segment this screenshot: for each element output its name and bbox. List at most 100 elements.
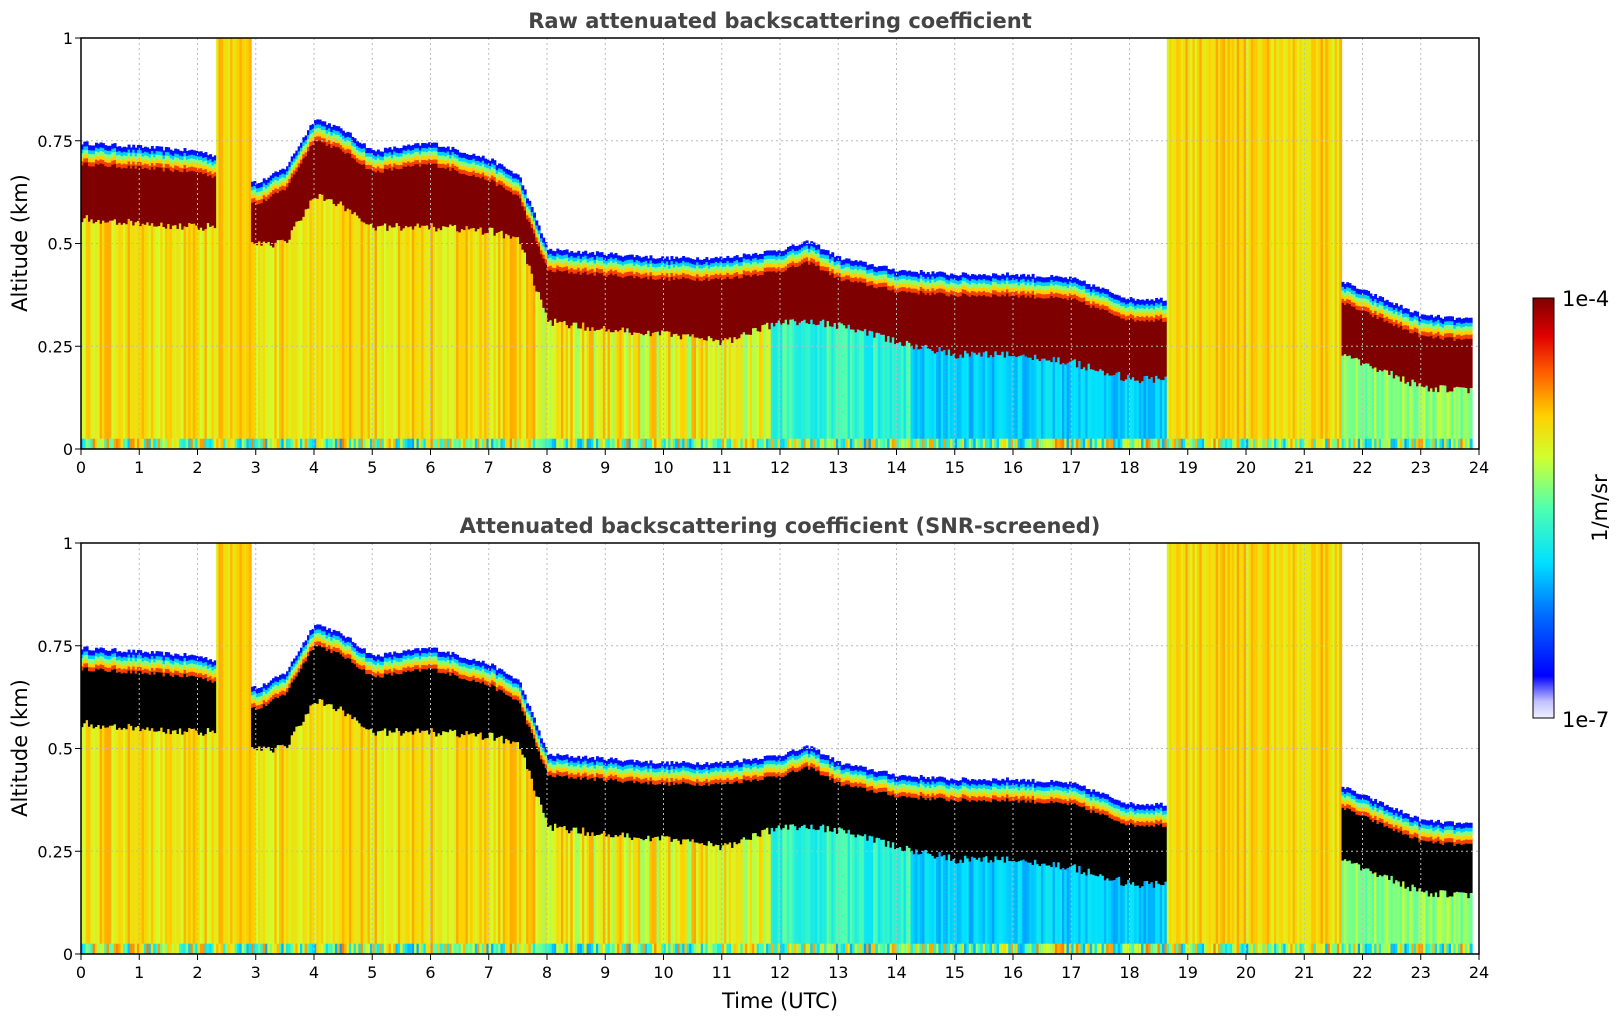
heatmap-column-lower [188,223,192,449]
heatmap-column-edge [584,266,588,272]
heatmap-column-edge [768,266,772,272]
heatmap-column-core [139,165,143,227]
heatmap-column-edge [314,132,317,138]
heatmap-column-edge [115,154,119,160]
heatmap-column-lower [917,349,921,449]
heatmap-column-edge [915,287,919,293]
heatmap-column-edge [705,264,709,270]
heatmap-column-edge [295,154,299,160]
heatmap-column-surface [933,438,937,449]
heatmap-column-surface [598,438,602,449]
heatmap-column-lower [244,543,248,954]
heatmap-column-surface [1255,438,1259,449]
heatmap-column-edge [612,257,616,263]
heatmap-column-core [470,175,474,229]
heatmap-column-core [1469,338,1473,389]
heatmap-column-edge [847,266,851,272]
heatmap-column-surface [745,438,748,449]
heatmap-column-lower [814,325,818,449]
heatmap-column-surface [686,438,690,449]
heatmap-column-edge [146,163,150,169]
heatmap-column-core [269,196,273,246]
heatmap-column-lower [978,352,981,449]
heatmap-column-surface [253,943,257,954]
heatmap-column-edge [1036,288,1040,294]
heatmap-column-lower [996,355,1000,449]
heatmap-column-edge [164,146,168,153]
heatmap-column-core [1425,335,1429,386]
heatmap-column-edge [1045,285,1049,291]
heatmap-column-edge [141,652,145,658]
heatmap-column-edge [491,158,495,164]
heatmap-column-edge [821,253,825,259]
heatmap-column-lower [733,337,737,449]
heatmap-column-lower [1232,38,1235,449]
heatmap-column-edge [1006,272,1009,278]
heatmap-column-lower [206,728,210,954]
heatmap-column-edge [199,154,203,160]
heatmap-column-core [176,674,180,735]
heatmap-column-core [425,164,429,226]
heatmap-column-edge [1089,302,1093,308]
heatmap-column-surface [917,438,921,449]
heatmap-column-edge [547,257,550,263]
heatmap-column-edge [286,182,289,188]
heatmap-column-edge [766,266,769,272]
heatmap-column-edge [1085,287,1089,293]
heatmap-column-surface [171,438,175,449]
heatmap-column-edge [390,161,394,167]
heatmap-column-edge [192,663,196,669]
heatmap-column-lower [889,342,893,449]
heatmap-column-edge [199,159,203,165]
heatmap-column-edge [1120,313,1124,319]
heatmap-column-edge [251,197,255,203]
heatmap-column-core [733,276,737,338]
heatmap-column-surface [1068,438,1072,449]
heatmap-column-core [738,277,741,339]
heatmap-column-edge [696,257,700,263]
heatmap-column-edge [402,149,406,155]
heatmap-column-lower [621,327,625,449]
heatmap-column-edge [111,147,115,153]
heatmap-column-edge [185,663,189,669]
heatmap-column-edge [929,278,933,284]
heatmap-column-edge [1106,305,1110,311]
heatmap-column-edge [1134,300,1138,306]
heatmap-column-edge [449,161,453,167]
heatmap-column-lower [752,328,755,449]
heatmap-column-surface [397,438,401,449]
heatmap-column-edge [924,281,928,287]
heatmap-column-edge [1348,295,1352,301]
heatmap-column-lower [968,356,972,449]
heatmap-column-core [150,166,154,224]
heatmap-column-edge [1423,314,1427,320]
heatmap-column-edge [1127,302,1131,308]
x-tick-label: 8 [542,458,552,477]
heatmap-column-edge [139,157,143,163]
heatmap-column-edge [446,150,450,156]
heatmap-column-edge [1001,289,1005,295]
heatmap-column-core [1350,305,1354,359]
heatmap-column-surface [157,943,161,954]
heatmap-column-core [1381,317,1385,372]
heatmap-column-edge [1430,314,1433,320]
heatmap-column-edge [868,272,872,278]
heatmap-column-core [304,155,308,210]
heatmap-column-core [884,286,888,342]
heatmap-column-edge [421,146,425,152]
heatmap-column-edge [134,163,138,169]
heatmap-column-lower [334,206,338,449]
heatmap-column-surface [777,438,781,449]
heatmap-column-edge [199,163,203,169]
heatmap-column-edge [968,291,972,297]
heatmap-column-core [1024,297,1028,357]
heatmap-column-edge [374,151,378,157]
heatmap-column-lower [197,229,201,449]
heatmap-column-core [1367,311,1371,364]
heatmap-column-surface [766,438,769,449]
heatmap-column-edge [1162,301,1166,307]
heatmap-column-edge [439,146,443,152]
heatmap-column-edge [1448,319,1452,325]
heatmap-column-edge [516,174,520,180]
heatmap-column-edge [251,698,255,704]
